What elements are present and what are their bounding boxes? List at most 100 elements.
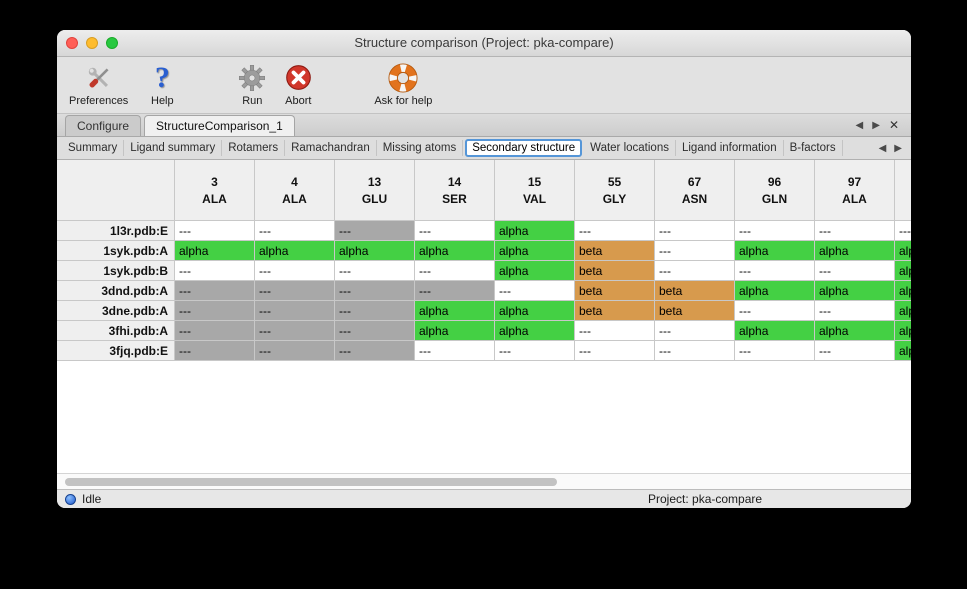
row-label[interactable]: 3dnd.pdb:A: [57, 281, 175, 301]
tab-missing-atoms[interactable]: Missing atoms: [377, 140, 464, 156]
table-cell[interactable]: alpha: [735, 321, 815, 341]
table-cell[interactable]: ---: [335, 221, 415, 241]
tab-water-locations[interactable]: Water locations: [584, 140, 676, 156]
table-cell[interactable]: ---: [655, 221, 735, 241]
table-cell[interactable]: alpha: [495, 261, 575, 281]
table-cell[interactable]: ---: [815, 221, 895, 241]
table-cell[interactable]: ---: [255, 281, 335, 301]
tab-rotamers[interactable]: Rotamers: [222, 140, 286, 156]
help-button[interactable]: ? Help: [140, 61, 184, 107]
row-label[interactable]: 1syk.pdb:B: [57, 261, 175, 281]
close-tab-icon[interactable]: ✕: [888, 118, 899, 132]
table-cell[interactable]: ---: [255, 301, 335, 321]
table-cell[interactable]: beta: [575, 241, 655, 261]
table-cell[interactable]: ---: [335, 321, 415, 341]
table-cell[interactable]: alpha: [895, 341, 911, 361]
table-cell[interactable]: ---: [175, 281, 255, 301]
row-label[interactable]: 3dne.pdb:A: [57, 301, 175, 321]
table-cell[interactable]: ---: [175, 261, 255, 281]
table-cell[interactable]: ---: [415, 281, 495, 301]
table-cell[interactable]: alpha: [815, 281, 895, 301]
table-cell[interactable]: ---: [175, 301, 255, 321]
table-cell[interactable]: ---: [815, 261, 895, 281]
table-cell[interactable]: ---: [255, 341, 335, 361]
table-cell[interactable]: beta: [575, 261, 655, 281]
tab-secondary-structure[interactable]: Secondary structure: [465, 139, 583, 157]
table-cell[interactable]: ---: [655, 261, 735, 281]
table-cell[interactable]: ---: [575, 321, 655, 341]
table-cell[interactable]: ---: [495, 341, 575, 361]
table-cell[interactable]: alpha: [895, 321, 911, 341]
table-cell[interactable]: ---: [255, 261, 335, 281]
horizontal-scrollbar[interactable]: [57, 473, 911, 489]
table-cell[interactable]: ---: [335, 341, 415, 361]
table-cell[interactable]: beta: [655, 281, 735, 301]
table-cell[interactable]: ---: [655, 341, 735, 361]
tab-ramachandran[interactable]: Ramachandran: [285, 140, 377, 156]
table-cell[interactable]: beta: [655, 301, 735, 321]
row-label[interactable]: 3fjq.pdb:E: [57, 341, 175, 361]
table-cell[interactable]: ---: [495, 281, 575, 301]
run-button[interactable]: Run: [230, 61, 274, 107]
ask-for-help-button[interactable]: Ask for help: [374, 61, 432, 107]
row-label[interactable]: 3fhi.pdb:A: [57, 321, 175, 341]
minimize-window-button[interactable]: [86, 37, 98, 49]
tab-b-factors[interactable]: B-factors: [784, 140, 843, 156]
table-cell[interactable]: ---: [655, 321, 735, 341]
prev-subtab-icon[interactable]: ◀: [878, 142, 887, 154]
table-cell[interactable]: alpha: [895, 301, 911, 321]
table-cell[interactable]: ---: [255, 221, 335, 241]
preferences-button[interactable]: Preferences: [69, 61, 128, 107]
table-cell[interactable]: alpha: [815, 321, 895, 341]
table-cell[interactable]: ---: [415, 221, 495, 241]
tab-structurecomparison-1[interactable]: StructureComparison_1: [144, 115, 295, 136]
table-cell[interactable]: ---: [335, 301, 415, 321]
title-bar[interactable]: Structure comparison (Project: pka-compa…: [57, 30, 911, 57]
tab-ligand-information[interactable]: Ligand information: [676, 140, 784, 156]
table-cell[interactable]: alpha: [175, 241, 255, 261]
next-subtab-icon[interactable]: ▶: [894, 142, 902, 154]
table-cell[interactable]: alpha: [895, 281, 911, 301]
tab-configure[interactable]: Configure: [65, 115, 142, 136]
table-cell[interactable]: ---: [175, 341, 255, 361]
table-cell[interactable]: ---: [175, 221, 255, 241]
table-cell[interactable]: alpha: [495, 301, 575, 321]
table-cell[interactable]: alpha: [415, 321, 495, 341]
next-tab-icon[interactable]: ▶: [872, 119, 880, 131]
table-cell[interactable]: alpha: [735, 281, 815, 301]
table-cell[interactable]: alpha: [735, 241, 815, 261]
table-cell[interactable]: ---: [735, 301, 815, 321]
table-cell[interactable]: alpha: [895, 261, 911, 281]
close-window-button[interactable]: [66, 37, 78, 49]
table-cell[interactable]: alpha: [335, 241, 415, 261]
table-cell[interactable]: ---: [575, 341, 655, 361]
table-cell[interactable]: ---: [895, 221, 911, 241]
table-cell[interactable]: alpha: [255, 241, 335, 261]
table-cell[interactable]: ---: [815, 301, 895, 321]
table-cell[interactable]: ---: [335, 261, 415, 281]
table-cell[interactable]: alpha: [415, 241, 495, 261]
table-cell[interactable]: ---: [415, 261, 495, 281]
table-cell[interactable]: alpha: [415, 301, 495, 321]
table-cell[interactable]: ---: [655, 241, 735, 261]
table-cell[interactable]: alpha: [895, 241, 911, 261]
table-cell[interactable]: alpha: [495, 241, 575, 261]
table-cell[interactable]: alpha: [495, 221, 575, 241]
table-cell[interactable]: ---: [735, 221, 815, 241]
table-cell[interactable]: beta: [575, 281, 655, 301]
table-cell[interactable]: ---: [815, 341, 895, 361]
table-cell[interactable]: ---: [735, 341, 815, 361]
zoom-window-button[interactable]: [106, 37, 118, 49]
table-cell[interactable]: ---: [175, 321, 255, 341]
abort-button[interactable]: Abort: [276, 61, 320, 107]
table-cell[interactable]: ---: [335, 281, 415, 301]
tab-summary[interactable]: Summary: [62, 140, 125, 156]
table-cell[interactable]: ---: [735, 261, 815, 281]
table-cell[interactable]: alpha: [815, 241, 895, 261]
table-cell[interactable]: ---: [415, 341, 495, 361]
table-cell[interactable]: ---: [255, 321, 335, 341]
table-cell[interactable]: ---: [575, 221, 655, 241]
prev-tab-icon[interactable]: ◀: [855, 119, 864, 131]
table-cell[interactable]: beta: [575, 301, 655, 321]
table-cell[interactable]: alpha: [495, 321, 575, 341]
